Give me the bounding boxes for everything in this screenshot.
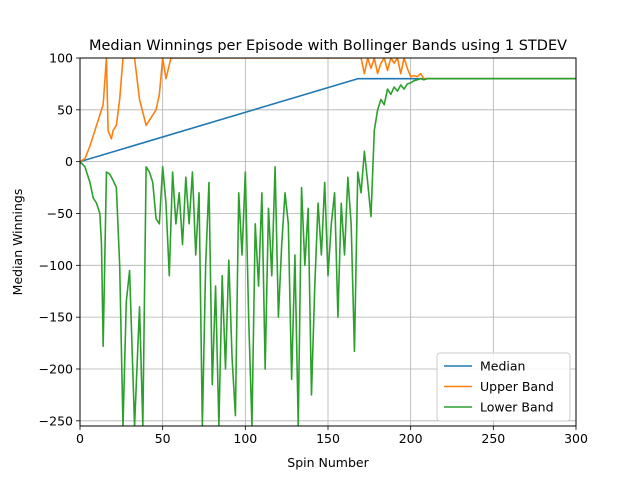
y-tick-label: −200 bbox=[39, 361, 73, 376]
x-tick-label: 250 bbox=[481, 431, 505, 446]
legend: Median Upper Band Lower Band bbox=[436, 352, 571, 422]
x-axis-ticks: 0 50 100 150 200 250 300 bbox=[76, 426, 588, 446]
x-tick-label: 50 bbox=[155, 431, 171, 446]
series-line-lower-band bbox=[80, 77, 576, 426]
x-tick-label: 200 bbox=[399, 431, 423, 446]
y-tick-label: −100 bbox=[39, 258, 73, 273]
y-tick-label: −150 bbox=[39, 310, 73, 325]
y-tick-label: 100 bbox=[49, 51, 73, 66]
legend-entry: Lower Band bbox=[480, 400, 554, 415]
legend-entry: Upper Band bbox=[480, 379, 554, 394]
y-tick-label: −50 bbox=[47, 206, 73, 221]
legend-box bbox=[436, 352, 571, 422]
x-axis-label: Spin Number bbox=[287, 455, 369, 470]
y-tick-label: −250 bbox=[39, 413, 73, 428]
series-layer bbox=[80, 58, 576, 426]
y-axis-ticks: −250 −200 −150 −100 −50 0 50 100 bbox=[39, 51, 80, 428]
x-tick-label: 150 bbox=[316, 431, 340, 446]
legend-entry: Median bbox=[480, 359, 525, 374]
y-tick-label: 0 bbox=[65, 154, 73, 169]
x-tick-label: 300 bbox=[564, 431, 588, 446]
x-tick-label: 100 bbox=[233, 431, 257, 446]
x-tick-label: 0 bbox=[76, 431, 84, 446]
chart-title: Median Winnings per Episode with Bolling… bbox=[89, 38, 567, 54]
y-tick-label: 50 bbox=[57, 102, 73, 117]
y-axis-label: Median Winnings bbox=[10, 189, 25, 296]
series-line-upper-band bbox=[80, 58, 576, 163]
